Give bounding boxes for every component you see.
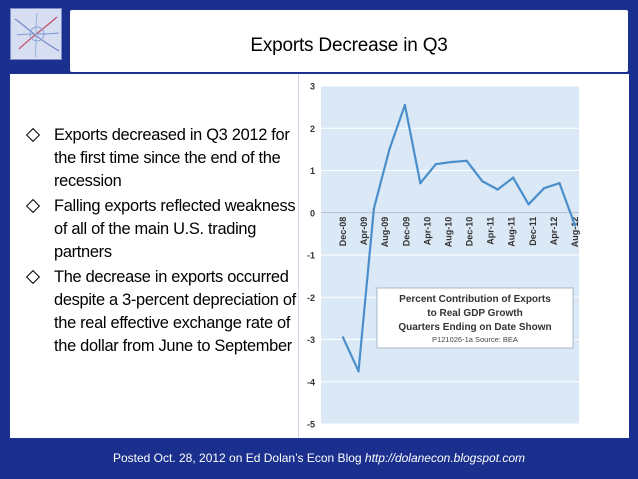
x-tick-label: Aug-09 bbox=[380, 217, 390, 248]
diamond-bullet-icon bbox=[25, 127, 41, 143]
series-line bbox=[342, 103, 577, 373]
data-point bbox=[341, 336, 345, 339]
x-tick-label: Aug-12 bbox=[570, 217, 580, 248]
data-point bbox=[419, 181, 422, 185]
legend-box-frame bbox=[376, 287, 574, 349]
data-point bbox=[542, 187, 546, 190]
bullet-text: Falling exports reflected weakness of al… bbox=[54, 197, 296, 261]
y-tick-label: -2 bbox=[307, 293, 315, 303]
legend-line-2: to Real GDP Growth bbox=[427, 308, 522, 319]
x-tick-label: Aug-11 bbox=[507, 217, 517, 247]
data-point bbox=[465, 159, 468, 162]
data-point bbox=[527, 203, 530, 206]
x-tick-label: Apr-12 bbox=[549, 217, 559, 246]
y-tick-label: -4 bbox=[307, 377, 315, 387]
series-points bbox=[341, 103, 577, 373]
bullet-panel: Exports decreased in Q3 2012 for the fir… bbox=[10, 74, 298, 438]
x-tick-label: Aug-10 bbox=[443, 217, 453, 248]
y-tick-label: 1 bbox=[310, 166, 315, 176]
slide-title: Exports Decrease in Q3 bbox=[250, 35, 448, 56]
data-point bbox=[481, 179, 484, 183]
title-bar: Exports Decrease in Q3 bbox=[70, 10, 628, 72]
x-tick-label: Apr-10 bbox=[422, 217, 432, 246]
legend-source: P121026-1a Source: BEA bbox=[432, 335, 518, 344]
x-tick-label: Apr-11 bbox=[486, 217, 496, 245]
x-tick-label: Dec-08 bbox=[338, 217, 348, 247]
bullet-item: Exports decreased in Q3 2012 for the fir… bbox=[20, 124, 296, 193]
data-point bbox=[388, 148, 391, 151]
legend-line-1: Percent Contribution of Exports bbox=[399, 294, 551, 305]
x-axis-ticks: Dec-08 Apr-09 Aug-09 Dec-09 Apr-10 Aug-10 Dec-… bbox=[338, 217, 580, 248]
bullet-item: Falling exports reflected weakness of al… bbox=[20, 195, 296, 264]
y-tick-label: 2 bbox=[310, 124, 315, 134]
diamond-bullet-icon bbox=[25, 269, 41, 285]
data-point bbox=[372, 207, 376, 210]
data-point bbox=[357, 369, 360, 373]
diamond-bullet-icon bbox=[25, 198, 41, 214]
data-point bbox=[403, 103, 407, 107]
y-tick-label: -1 bbox=[307, 251, 315, 261]
y-tick-label: -5 bbox=[307, 420, 315, 430]
data-point bbox=[496, 188, 499, 191]
bullet-item: The decrease in exports occurred despite… bbox=[20, 266, 296, 358]
data-point bbox=[434, 162, 437, 166]
logo-image-art bbox=[11, 9, 61, 59]
chart-panel: 3 2 1 0 -1 -2 -3 -4 -5 Dec-08 Apr-09 Aug-09 Dec-09 A… bbox=[298, 74, 629, 438]
data-point bbox=[573, 224, 577, 227]
legend-box: Percent Contribution of Exports to Real … bbox=[376, 287, 574, 349]
x-tick-label: Dec-11 bbox=[528, 217, 538, 246]
data-point bbox=[558, 181, 561, 185]
bullet-text: The decrease in exports occurred despite… bbox=[54, 268, 296, 355]
footer-url[interactable]: http://dolanecon.blogspot.com bbox=[364, 451, 526, 465]
bullet-text: Exports decreased in Q3 2012 for the fir… bbox=[54, 126, 290, 190]
bullet-list: Exports decreased in Q3 2012 for the fir… bbox=[20, 124, 296, 360]
data-point bbox=[450, 160, 453, 164]
y-tick-label: -3 bbox=[307, 335, 315, 345]
x-tick-label: Apr-09 bbox=[359, 217, 369, 246]
x-tick-label: Dec-09 bbox=[401, 217, 411, 247]
footer: Posted Oct. 28, 2012 on Ed Dolan’s Econ … bbox=[0, 451, 638, 465]
footer-text: Posted Oct. 28, 2012 on Ed Dolan’s Econ … bbox=[112, 451, 362, 465]
y-tick-label: 0 bbox=[310, 208, 315, 218]
y-axis-ticks: 3 2 1 0 -1 -2 -3 -4 -5 bbox=[307, 82, 315, 430]
legend-line-3: Quarters Ending on Date Shown bbox=[398, 322, 551, 333]
y-tick-label: 3 bbox=[310, 82, 315, 92]
line-chart: 3 2 1 0 -1 -2 -3 -4 -5 Dec-08 Apr-09 Aug-09 Dec-09 A… bbox=[307, 82, 580, 430]
x-tick-label: Dec-10 bbox=[465, 217, 475, 247]
data-point bbox=[511, 176, 515, 179]
logo-image bbox=[10, 8, 62, 60]
